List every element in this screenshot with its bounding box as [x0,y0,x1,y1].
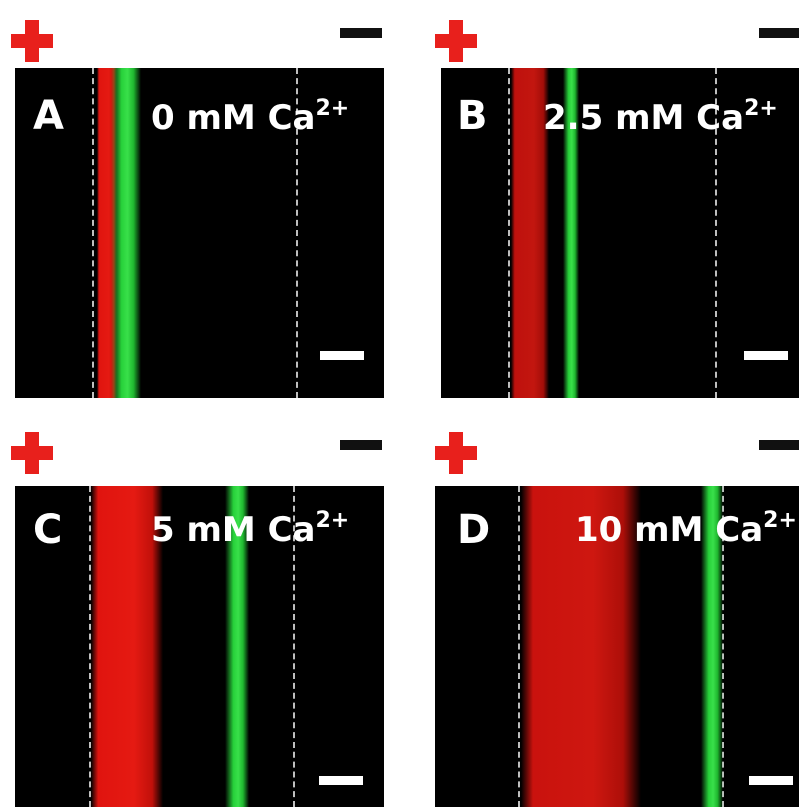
micrograph-b: B 2.5 mM Ca2+ [441,68,799,398]
red-band [521,486,641,807]
channel-wall-right [722,486,724,807]
red-band [91,486,163,807]
channel-wall-right [715,68,717,398]
scale-bar [320,351,364,360]
micrograph-d: D 10 mM Ca2+ [435,486,799,807]
scale-bar [319,776,363,785]
panel-letter: D [457,507,491,553]
channel-wall-right [296,68,298,398]
panel-letter: A [33,93,64,139]
negative-electrode-icon [759,28,799,38]
positive-electrode-icon [11,20,53,62]
red-band [511,68,549,398]
panel-d: D 10 mM Ca2+ [425,410,799,807]
negative-electrode-icon [759,440,799,450]
channel-wall-left [508,68,510,398]
panel-a: A 0 mM Ca2+ [0,0,400,400]
green-band [701,486,723,807]
scale-bar [744,351,788,360]
concentration-label: 5 mM Ca2+ [151,508,350,550]
positive-electrode-icon [435,432,477,474]
channel-wall-right [293,486,295,807]
concentration-label: 2.5 mM Ca2+ [543,96,778,138]
green-band [225,486,249,807]
micrograph-c: C 5 mM Ca2+ [15,486,384,807]
panel-letter: C [33,507,63,553]
panel-c: C 5 mM Ca2+ [0,410,400,807]
green-band [111,68,141,398]
channel-wall-left [518,486,520,807]
channel-wall-left [92,68,94,398]
panel-b: B 2.5 mM Ca2+ [425,0,799,400]
channel-wall-left [89,486,91,807]
panel-letter: B [457,93,488,139]
scale-bar [749,776,793,785]
positive-electrode-icon [435,20,477,62]
negative-electrode-icon [340,440,382,450]
concentration-label: 0 mM Ca2+ [151,96,350,138]
positive-electrode-icon [11,432,53,474]
negative-electrode-icon [340,28,382,38]
green-band [563,68,579,398]
concentration-label: 10 mM Ca2+ [575,508,797,550]
micrograph-a: A 0 mM Ca2+ [15,68,384,398]
